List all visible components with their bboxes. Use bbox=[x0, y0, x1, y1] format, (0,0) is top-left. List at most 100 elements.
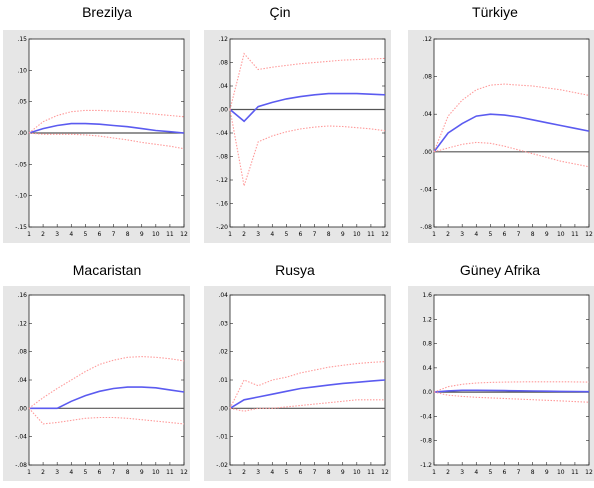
y-tick-label: -.08 bbox=[216, 154, 228, 161]
x-tick-label: 1 bbox=[228, 469, 232, 476]
y-tick-label: .08 bbox=[17, 349, 27, 356]
plot-area bbox=[229, 38, 386, 228]
y-tick-label: .01 bbox=[218, 377, 228, 384]
chart-title-macaristan: Macaristan bbox=[72, 262, 142, 278]
y-tick-label: .10 bbox=[17, 67, 27, 74]
x-tick-label: 7 bbox=[112, 469, 116, 476]
irf-panel-turkiye: .12.08.04.00 -.04 -.08 1 2 3 4 5 6 7 8 9 10 11 12 bbox=[408, 30, 594, 243]
irf-chart-guney-afrika: 1.61.20.80.40.0-0.4-0.8-1.21 2 3 4 5 6 7 8 9 10 11… bbox=[420, 292, 593, 476]
impulse-response-line bbox=[29, 386, 185, 410]
x-tick-label: 1 bbox=[432, 231, 436, 238]
x-tick-label: 6 bbox=[503, 469, 507, 476]
x-tick-label: 3 bbox=[55, 231, 59, 238]
y-tick-label: .00 bbox=[218, 405, 228, 412]
irf-chart-brezilya: .15.10.05.00-.05-.10-.151 2 3 4 5 6 7 8 9 10 11 12 bbox=[15, 36, 188, 238]
plot-area bbox=[229, 294, 386, 466]
x-tick-label: 7 bbox=[112, 231, 116, 238]
y-tick-label: -.16 bbox=[216, 201, 228, 208]
x-tick-label: 9 bbox=[545, 231, 549, 238]
lower-confidence-band bbox=[229, 399, 385, 412]
x-tick-label: 8 bbox=[126, 469, 130, 476]
irf-chart-cin: .12.08.04.00-.04-.08-.12-.16-.201 2 3 4 5 6 7 8… bbox=[216, 36, 389, 238]
irf-panel-guney-afrika: 1.6 1.2 0.8 0.4 0.0 -0.4 -0.8 -1.2 1 2 3 4 5 6 7 8 9 10 11… bbox=[408, 286, 594, 481]
y-tick-label: .12 bbox=[218, 36, 228, 43]
x-tick-label: 12 bbox=[585, 469, 593, 476]
x-tick-label: 6 bbox=[503, 231, 507, 238]
x-tick-label: 6 bbox=[299, 231, 303, 238]
y-tick-label: .16 bbox=[17, 292, 27, 299]
x-tick-label: 5 bbox=[83, 231, 87, 238]
upper-confidence-band bbox=[229, 361, 386, 409]
lower-confidence-band bbox=[28, 407, 185, 425]
y-tick-label: .12 bbox=[17, 320, 27, 327]
lower-confidence-band bbox=[28, 132, 185, 150]
x-tick-label: 4 bbox=[270, 231, 274, 238]
y-tick-label: .00 bbox=[17, 405, 27, 412]
x-tick-label: 4 bbox=[474, 469, 478, 476]
x-tick-label: 5 bbox=[284, 231, 288, 238]
x-tick-label: 4 bbox=[270, 469, 274, 476]
x-tick-label: 7 bbox=[313, 469, 317, 476]
lower-confidence-band bbox=[433, 141, 590, 168]
y-tick-label: .02 bbox=[218, 349, 228, 356]
x-tick-label: 2 bbox=[446, 231, 450, 238]
chart-title-guney-afrika: Güney Afrika bbox=[459, 262, 541, 278]
y-tick-label: -0.4 bbox=[420, 413, 432, 420]
x-tick-label: 8 bbox=[531, 231, 535, 238]
lower-confidence-band bbox=[229, 109, 386, 187]
y-tick-label: -.08 bbox=[420, 224, 432, 231]
x-tick-label: 9 bbox=[545, 469, 549, 476]
x-tick-label: 12 bbox=[180, 469, 188, 476]
x-tick-label: 8 bbox=[531, 469, 535, 476]
x-tick-label: 7 bbox=[517, 469, 521, 476]
irf-panel-brezilya: .15.10.05.00 -.05 -.10 -.15 1 2 3 4 5 6 7 8 9 10 11 12 bbox=[3, 30, 190, 243]
y-tick-label: 0.4 bbox=[422, 365, 432, 372]
x-tick-label: 2 bbox=[41, 469, 45, 476]
y-tick-label: 0.8 bbox=[422, 341, 432, 348]
x-tick-label: 10 bbox=[152, 469, 160, 476]
x-tick-label: 11 bbox=[367, 469, 375, 476]
x-tick-label: 12 bbox=[381, 469, 389, 476]
plot-area bbox=[433, 38, 590, 228]
x-tick-label: 10 bbox=[353, 469, 361, 476]
x-tick-label: 11 bbox=[571, 469, 579, 476]
upper-confidence-band bbox=[28, 109, 185, 134]
y-tick-label: .04 bbox=[218, 292, 228, 299]
y-tick-label: -.01 bbox=[216, 434, 228, 441]
x-tick-label: 9 bbox=[140, 231, 144, 238]
lower-confidence-band bbox=[433, 391, 590, 403]
x-tick-label: 11 bbox=[166, 469, 174, 476]
x-tick-label: 1 bbox=[228, 231, 232, 238]
irf-panel-rusya: .04.03.02.01.00 -.01 -.02 1 2 3 4 5 6 7 8 9 10 11 12 bbox=[204, 286, 391, 481]
irf-chart-rusya: .04.03.02.01.00-.01-.021 2 3 4 5 6 7 8 9 10 11 12 bbox=[216, 292, 389, 476]
y-tick-label: 1.6 bbox=[422, 292, 432, 299]
y-tick-label: 1.2 bbox=[422, 316, 432, 323]
plot-area bbox=[433, 294, 590, 466]
y-tick-label: .04 bbox=[17, 377, 27, 384]
x-tick-label: 3 bbox=[256, 231, 260, 238]
x-tick-label: 2 bbox=[242, 231, 246, 238]
x-tick-label: 8 bbox=[327, 231, 331, 238]
y-tick-label: -.04 bbox=[420, 186, 432, 193]
y-tick-label: -1.2 bbox=[420, 462, 432, 469]
y-tick-label: .08 bbox=[218, 60, 228, 67]
y-tick-label: .00 bbox=[422, 149, 432, 156]
x-tick-label: 3 bbox=[256, 469, 260, 476]
y-tick-label: -.02 bbox=[216, 462, 228, 469]
x-tick-label: 6 bbox=[299, 469, 303, 476]
upper-confidence-band bbox=[229, 52, 386, 110]
irf-chart-macaristan: .16.12.08.04.00-.04-.081 2 3 4 5 6 7 8 9 10 11 12 bbox=[15, 292, 188, 476]
chart-title-turkiye: Türkiye bbox=[472, 4, 518, 20]
x-tick-label: 4 bbox=[69, 231, 73, 238]
upper-confidence-band bbox=[433, 381, 590, 393]
x-tick-label: 5 bbox=[83, 469, 87, 476]
x-tick-label: 1 bbox=[432, 469, 436, 476]
plot-area bbox=[28, 294, 185, 466]
x-tick-label: 2 bbox=[446, 469, 450, 476]
x-tick-label: 8 bbox=[327, 469, 331, 476]
impulse-response-line bbox=[433, 389, 590, 393]
y-tick-label: .04 bbox=[422, 111, 432, 118]
y-tick-label: -0.8 bbox=[420, 438, 432, 445]
y-tick-label: -.10 bbox=[15, 193, 27, 200]
impulse-response-line bbox=[28, 122, 185, 134]
